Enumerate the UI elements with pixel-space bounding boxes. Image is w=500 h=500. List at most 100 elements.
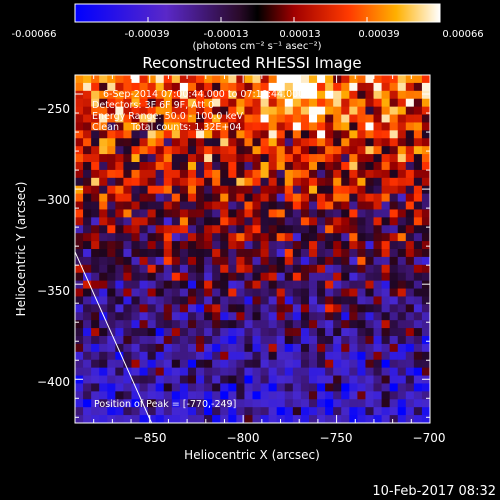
heatmap-cell (131, 288, 140, 297)
heatmap-cell (300, 296, 310, 305)
heatmap-cell (179, 328, 189, 337)
heatmap-cell (220, 90, 229, 100)
heatmap-cell (204, 185, 213, 195)
heatmap-cell (381, 233, 391, 242)
heatmap-cell (421, 343, 430, 353)
heatmap-cell (115, 154, 124, 163)
heatmap-cell (212, 399, 221, 408)
heatmap-cell (171, 241, 181, 250)
heatmap-cell (284, 359, 294, 369)
heatmap-cell (99, 225, 108, 234)
heatmap-cell (341, 280, 350, 289)
heatmap-cell (341, 336, 350, 345)
heatmap-cell (115, 296, 124, 305)
heatmap-cell (131, 98, 140, 108)
heatmap-cell (284, 383, 294, 392)
heatmap-cell (325, 106, 334, 115)
heatmap-cell (155, 249, 165, 258)
heatmap-cell (236, 391, 245, 400)
heatmap-cell (163, 336, 173, 345)
heatmap-cell (413, 122, 423, 131)
heatmap-cell (244, 312, 253, 321)
heatmap-cell (204, 106, 213, 115)
heatmap-cell (236, 407, 245, 416)
heatmap-cell (325, 280, 334, 289)
heatmap-cell (244, 217, 253, 226)
heatmap-cell (115, 169, 124, 179)
heatmap-cell (228, 114, 237, 123)
heatmap-cell (317, 241, 326, 250)
heatmap-cell (179, 351, 189, 361)
heatmap-cell (276, 82, 286, 92)
heatmap-cell (220, 225, 229, 234)
heatmap-cell (381, 336, 391, 345)
heatmap-cell (107, 146, 116, 155)
heatmap-cell (204, 225, 213, 234)
heatmap-cell (139, 241, 149, 250)
heatmap-cell (300, 201, 310, 210)
heatmap-cell (357, 343, 366, 353)
heatmap-cell (373, 296, 382, 305)
heatmap-cell (421, 256, 430, 266)
heatmap-cell (228, 122, 237, 131)
heatmap-cell (357, 407, 366, 416)
heatmap-cell (236, 98, 245, 108)
heatmap-cell (91, 296, 100, 305)
heatmap-cell (381, 415, 391, 423)
heatmap-cell (228, 217, 237, 226)
heatmap-cell (276, 351, 286, 361)
heatmap-cell (405, 106, 415, 115)
heatmap-cell (196, 304, 205, 313)
heatmap-cell (284, 209, 294, 218)
heatmap-cell (349, 154, 358, 163)
heatmap-cell (405, 391, 415, 400)
heatmap-cell (317, 367, 326, 376)
heatmap-cell (373, 162, 382, 171)
heatmap-cell (139, 138, 149, 147)
heatmap-cell (179, 407, 189, 416)
heatmap-cell (244, 280, 253, 289)
heatmap-cell (325, 122, 334, 131)
heatmap-cell (131, 193, 140, 202)
heatmap-cell (317, 288, 326, 297)
heatmap-cell (147, 320, 157, 329)
heatmap-cell (276, 272, 286, 282)
heatmap-cell (333, 304, 342, 313)
heatmap-cell (268, 399, 278, 408)
heatmap-cell (123, 98, 132, 108)
heatmap-cell (405, 193, 415, 202)
heatmap-cell (139, 122, 149, 131)
heatmap-cell (107, 296, 116, 305)
heatmap-cell (389, 375, 399, 384)
heatmap-cell (75, 185, 84, 195)
heatmap-cell (300, 249, 310, 258)
heatmap-cell (147, 256, 157, 266)
heatmap-cell (405, 312, 415, 321)
heatmap-cell (139, 336, 149, 345)
heatmap-cell (99, 75, 108, 84)
heatmap-cell (212, 304, 221, 313)
heatmap-cell (107, 264, 116, 274)
heatmap-cell (179, 375, 189, 384)
heatmap-cell (268, 320, 278, 329)
heatmap-cell (212, 146, 221, 155)
heatmap-cell (365, 98, 374, 108)
heatmap-cell (292, 272, 302, 282)
heatmap-cell (75, 399, 84, 408)
heatmap-cell (413, 130, 423, 139)
heatmap-cell (91, 407, 100, 416)
heatmap-cell (341, 209, 350, 218)
heatmap-cell (357, 336, 366, 345)
heatmap-cell (131, 177, 140, 187)
heatmap-cell (220, 272, 229, 282)
heatmap-cell (397, 407, 407, 416)
heatmap-cell (220, 407, 229, 416)
heatmap-cell (381, 177, 391, 187)
heatmap-cell (91, 304, 100, 313)
heatmap-cell (292, 185, 302, 195)
heatmap-cell (212, 391, 221, 400)
heatmap-cell (341, 138, 350, 147)
heatmap-cell (381, 249, 391, 258)
heatmap-cell (171, 209, 181, 218)
